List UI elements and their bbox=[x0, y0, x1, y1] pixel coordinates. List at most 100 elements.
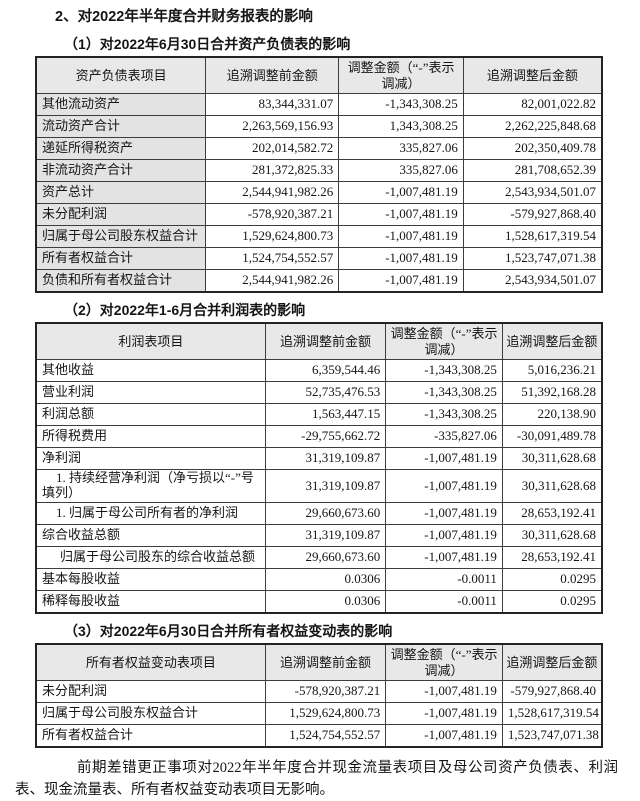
amount-cell: 29,660,673.60 bbox=[264, 502, 387, 526]
amount-cell: -1,007,481.19 bbox=[385, 524, 503, 548]
header-row: 利润表项目 追溯调整前金额 调整金额（“-”表示调减） 追溯调整后金额 bbox=[35, 322, 603, 361]
amount-cell: 281,372,825.33 bbox=[205, 159, 340, 183]
amount-cell: 2,544,941,982.26 bbox=[205, 181, 340, 205]
amount-cell: -0.0011 bbox=[385, 590, 503, 614]
amount-cell: 31,319,109.87 bbox=[264, 447, 387, 471]
amount-cell: 31,319,109.87 bbox=[264, 469, 387, 504]
amount-cell: 52,735,476.53 bbox=[264, 381, 387, 405]
row-label-cell: 未分配利润 bbox=[35, 680, 266, 704]
amount-cell: -1,007,481.19 bbox=[385, 502, 503, 526]
table-row: 所有者权益合计 1,524,754,552.57 -1,007,481.19 1,52… bbox=[35, 247, 603, 271]
amount-cell: 1,528,617,319.54 bbox=[462, 225, 603, 249]
amount-cell: 2,263,569,156.93 bbox=[205, 115, 340, 139]
amount-cell: -29,755,662.72 bbox=[264, 425, 387, 449]
table-row: 所有者权益合计 1,524,754,552.57 -1,007,481.19 1,52… bbox=[35, 724, 603, 748]
row-label-cell: 1. 归属于母公司所有者的净利润 bbox=[35, 502, 266, 526]
amount-cell: 1,523,747,071.38 bbox=[462, 247, 603, 271]
row-label-cell: 归属于母公司股东权益合计 bbox=[35, 225, 207, 249]
column-header-adjustment: 调整金额（“-”表示调减） bbox=[385, 643, 503, 682]
amount-cell: -578,920,387.21 bbox=[264, 680, 387, 704]
amount-cell: 5,016,236.21 bbox=[501, 359, 603, 383]
amount-cell: 1,524,754,552.57 bbox=[205, 247, 340, 271]
table-row: 稀释每股收益 0.0306 -0.0011 0.0295 bbox=[35, 590, 603, 614]
amount-cell: 202,014,582.72 bbox=[205, 137, 340, 161]
table-row: 递延所得税资产 202,014,582.72 335,827.06 202,350,4… bbox=[35, 137, 603, 161]
row-label-cell: 未分配利润 bbox=[35, 203, 207, 227]
column-header-after: 追溯调整后金额 bbox=[501, 322, 603, 361]
row-label-cell: 利润总额 bbox=[35, 403, 266, 427]
amount-cell: 335,827.06 bbox=[338, 137, 464, 161]
subtitle-income-statement: （2）对2022年1-6月合并利润表的影响 bbox=[64, 302, 306, 319]
column-header-adjustment: 调整金额（“-”表示调减） bbox=[338, 56, 464, 95]
amount-cell: -1,007,481.19 bbox=[385, 469, 503, 504]
amount-cell: 2,543,934,501.07 bbox=[462, 181, 603, 205]
amount-cell: -30,091,489.78 bbox=[501, 425, 603, 449]
amount-cell: -1,007,481.19 bbox=[385, 447, 503, 471]
table-row: 净利润 31,319,109.87 -1,007,481.19 30,311,628.… bbox=[35, 447, 603, 471]
amount-cell: 6,359,544.46 bbox=[264, 359, 387, 383]
table-row: 1. 持续经营净利润（净亏损以“-”号填列） 31,319,109.87 -1,00… bbox=[35, 469, 603, 504]
amount-cell: 281,708,652.39 bbox=[462, 159, 603, 183]
header-row: 所有者权益变动表项目 追溯调整前金额 调整金额（“-”表示调减） 追溯调整后金额 bbox=[35, 643, 603, 682]
amount-cell: 2,544,941,982.26 bbox=[205, 269, 340, 293]
amount-cell: -1,007,481.19 bbox=[385, 680, 503, 704]
table-row: 归属于母公司股东权益合计 1,529,624,800.73 -1,007,481.1… bbox=[35, 702, 603, 726]
table-row: 其他流动资产 83,344,331.07 -1,343,308.25 82,001,0… bbox=[35, 93, 603, 117]
column-header-adjustment: 调整金额（“-”表示调减） bbox=[385, 322, 503, 361]
amount-cell: 0.0306 bbox=[264, 568, 387, 592]
row-label-cell: 归属于母公司股东的综合收益总额 bbox=[35, 546, 266, 570]
amount-cell: 30,311,628.68 bbox=[501, 524, 603, 548]
amount-cell: 0.0295 bbox=[501, 590, 603, 614]
amount-cell: -1,343,308.25 bbox=[338, 93, 464, 117]
column-header-before: 追溯调整前金额 bbox=[264, 322, 387, 361]
amount-cell: 1,343,308.25 bbox=[338, 115, 464, 139]
amount-cell: 30,311,628.68 bbox=[501, 447, 603, 471]
row-label-cell: 非流动资产合计 bbox=[35, 159, 207, 183]
document-page: 2、对2022年半年度合并财务报表的影响 （1）对2022年6月30日合并资产负… bbox=[0, 7, 640, 801]
column-header-item: 利润表项目 bbox=[35, 322, 266, 361]
row-label-cell: 所得税费用 bbox=[35, 425, 266, 449]
table-row: 资产总计 2,544,941,982.26 -1,007,481.19 2,543,9… bbox=[35, 181, 603, 205]
table-row: 负债和所有者权益合计 2,544,941,982.26 -1,007,481.19 2… bbox=[35, 269, 603, 293]
amount-cell: 1,523,747,071.38 bbox=[501, 724, 603, 748]
amount-cell: -0.0011 bbox=[385, 568, 503, 592]
table-row: 1. 归属于母公司所有者的净利润 29,660,673.60 -1,007,481.… bbox=[35, 502, 603, 526]
table-row: 归属于母公司股东的综合收益总额 29,660,673.60 -1,007,481.1… bbox=[35, 546, 603, 570]
amount-cell: 2,262,225,848.68 bbox=[462, 115, 603, 139]
amount-cell: -1,007,481.19 bbox=[385, 702, 503, 726]
amount-cell: 83,344,331.07 bbox=[205, 93, 340, 117]
amount-cell: 0.0295 bbox=[501, 568, 603, 592]
column-header-after: 追溯调整后金额 bbox=[501, 643, 603, 682]
row-label-cell: 负债和所有者权益合计 bbox=[35, 269, 207, 293]
amount-cell: -1,007,481.19 bbox=[385, 546, 503, 570]
amount-cell: -335,827.06 bbox=[385, 425, 503, 449]
table-row: 非流动资产合计 281,372,825.33 335,827.06 281,708,6… bbox=[35, 159, 603, 183]
row-label-cell: 1. 持续经营净利润（净亏损以“-”号填列） bbox=[35, 469, 266, 504]
table-row: 归属于母公司股东权益合计 1,529,624,800.73 -1,007,481.1… bbox=[35, 225, 603, 249]
table-row: 其他收益 6,359,544.46 -1,343,308.25 5,016,236.2… bbox=[35, 359, 603, 383]
section-title: 2、对2022年半年度合并财务报表的影响 bbox=[55, 9, 313, 25]
amount-cell: 1,528,617,319.54 bbox=[501, 702, 603, 726]
amount-cell: -1,007,481.19 bbox=[338, 247, 464, 271]
amount-cell: 1,524,754,552.57 bbox=[264, 724, 387, 748]
amount-cell: -1,007,481.19 bbox=[338, 269, 464, 293]
table-row: 未分配利润 -578,920,387.21 -1,007,481.19 -579,92… bbox=[35, 680, 603, 704]
amount-cell: -579,927,868.40 bbox=[462, 203, 603, 227]
amount-cell: -578,920,387.21 bbox=[205, 203, 340, 227]
table-row: 综合收益总额 31,319,109.87 -1,007,481.19 30,311,6… bbox=[35, 524, 603, 548]
amount-cell: -1,343,308.25 bbox=[385, 359, 503, 383]
row-label-cell: 所有者权益合计 bbox=[35, 724, 266, 748]
amount-cell: -1,007,481.19 bbox=[338, 203, 464, 227]
column-header-item: 资产负债表项目 bbox=[35, 56, 207, 95]
amount-cell: 0.0306 bbox=[264, 590, 387, 614]
amount-cell: 220,138.90 bbox=[501, 403, 603, 427]
amount-cell: 28,653,192.41 bbox=[501, 546, 603, 570]
table-row: 基本每股收益 0.0306 -0.0011 0.0295 bbox=[35, 568, 603, 592]
column-header-before: 追溯调整前金额 bbox=[205, 56, 340, 95]
row-label-cell: 其他收益 bbox=[35, 359, 266, 383]
balance-sheet-impact-table: 资产负债表项目 追溯调整前金额 调整金额（“-”表示调减） 追溯调整后金额 其他… bbox=[35, 56, 603, 294]
amount-cell: -1,007,481.19 bbox=[338, 225, 464, 249]
amount-cell: 335,827.06 bbox=[338, 159, 464, 183]
table-row: 利润总额 1,563,447.15 -1,343,308.25 220,138.90 bbox=[35, 403, 603, 427]
amount-cell: 1,529,624,800.73 bbox=[264, 702, 387, 726]
